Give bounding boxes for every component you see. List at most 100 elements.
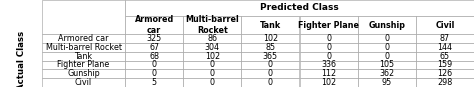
Text: 67: 67 <box>149 43 159 52</box>
Bar <box>241 34 300 43</box>
Bar <box>358 60 416 69</box>
Text: 0: 0 <box>268 78 273 87</box>
Text: 5: 5 <box>152 78 156 87</box>
Text: Actual Class: Actual Class <box>17 31 26 87</box>
Text: 0: 0 <box>326 52 331 61</box>
Text: Civil: Civil <box>75 78 92 87</box>
Text: 0: 0 <box>210 69 215 78</box>
Bar <box>125 78 183 87</box>
Bar <box>241 43 300 52</box>
Bar <box>125 52 183 60</box>
Bar <box>183 16 241 34</box>
Bar <box>42 43 125 52</box>
Text: 0: 0 <box>384 52 389 61</box>
Bar <box>42 0 125 34</box>
Text: Tank: Tank <box>74 52 92 61</box>
Bar <box>300 78 358 87</box>
Text: Gunship: Gunship <box>67 69 100 78</box>
Bar <box>241 78 300 87</box>
Bar <box>358 43 416 52</box>
Text: 87: 87 <box>440 34 450 43</box>
Bar <box>416 43 474 52</box>
Bar <box>300 16 358 34</box>
Bar <box>42 60 125 69</box>
Text: 0: 0 <box>384 43 389 52</box>
Bar <box>125 43 183 52</box>
Text: 85: 85 <box>265 43 275 52</box>
Bar <box>416 60 474 69</box>
Text: 102: 102 <box>321 78 336 87</box>
Text: 86: 86 <box>207 34 217 43</box>
Bar <box>358 69 416 78</box>
Text: 0: 0 <box>268 60 273 69</box>
Bar <box>416 78 474 87</box>
Text: Predicted Class: Predicted Class <box>260 3 339 13</box>
Text: Fighter Plane: Fighter Plane <box>57 60 109 69</box>
Bar <box>358 78 416 87</box>
Text: Civil: Civil <box>435 21 455 29</box>
Text: 0: 0 <box>210 60 215 69</box>
Bar <box>183 60 241 69</box>
Bar <box>42 78 125 87</box>
Bar <box>125 60 183 69</box>
Bar <box>358 16 416 34</box>
Text: 95: 95 <box>382 78 392 87</box>
Bar <box>241 69 300 78</box>
Bar <box>0 0 42 87</box>
Bar <box>416 52 474 60</box>
Bar <box>125 16 183 34</box>
Text: Gunship: Gunship <box>368 21 405 29</box>
Bar <box>183 69 241 78</box>
Bar <box>125 34 183 43</box>
Text: 0: 0 <box>152 69 156 78</box>
Text: 0: 0 <box>326 34 331 43</box>
Text: Multi-barrel
Rocket: Multi-barrel Rocket <box>185 15 239 35</box>
Bar <box>358 34 416 43</box>
Text: 0: 0 <box>210 78 215 87</box>
Bar <box>416 34 474 43</box>
Text: Multi-barrel Rocket: Multi-barrel Rocket <box>46 43 121 52</box>
Text: 144: 144 <box>438 43 452 52</box>
Bar <box>358 52 416 60</box>
Text: 68: 68 <box>149 52 159 61</box>
Text: 112: 112 <box>321 69 336 78</box>
Text: Armored car: Armored car <box>58 34 109 43</box>
Text: 362: 362 <box>379 69 394 78</box>
Text: 298: 298 <box>438 78 453 87</box>
Bar <box>183 34 241 43</box>
Text: 0: 0 <box>384 34 389 43</box>
Bar <box>125 69 183 78</box>
Text: Fighter Plane: Fighter Plane <box>298 21 359 29</box>
Bar <box>416 16 474 34</box>
Text: 336: 336 <box>321 60 336 69</box>
Bar <box>42 34 125 43</box>
Text: 0: 0 <box>268 69 273 78</box>
Bar <box>183 78 241 87</box>
Bar <box>300 43 358 52</box>
Bar <box>241 16 300 34</box>
Bar <box>42 69 125 78</box>
Text: 304: 304 <box>205 43 220 52</box>
Bar <box>300 60 358 69</box>
Text: Armored
car: Armored car <box>135 15 173 35</box>
Text: 159: 159 <box>438 60 453 69</box>
Bar <box>183 43 241 52</box>
Text: Tank: Tank <box>260 21 281 29</box>
Bar <box>125 0 474 16</box>
Bar <box>241 52 300 60</box>
Text: 365: 365 <box>263 52 278 61</box>
Bar <box>42 52 125 60</box>
Text: 0: 0 <box>326 43 331 52</box>
Bar <box>416 69 474 78</box>
Text: 65: 65 <box>440 52 450 61</box>
Text: 105: 105 <box>379 60 394 69</box>
Text: 102: 102 <box>263 34 278 43</box>
Bar <box>241 60 300 69</box>
Bar <box>300 52 358 60</box>
Text: 0: 0 <box>152 60 156 69</box>
Text: 126: 126 <box>438 69 453 78</box>
Bar <box>300 69 358 78</box>
Text: 325: 325 <box>146 34 162 43</box>
Bar <box>300 34 358 43</box>
Text: 102: 102 <box>205 52 220 61</box>
